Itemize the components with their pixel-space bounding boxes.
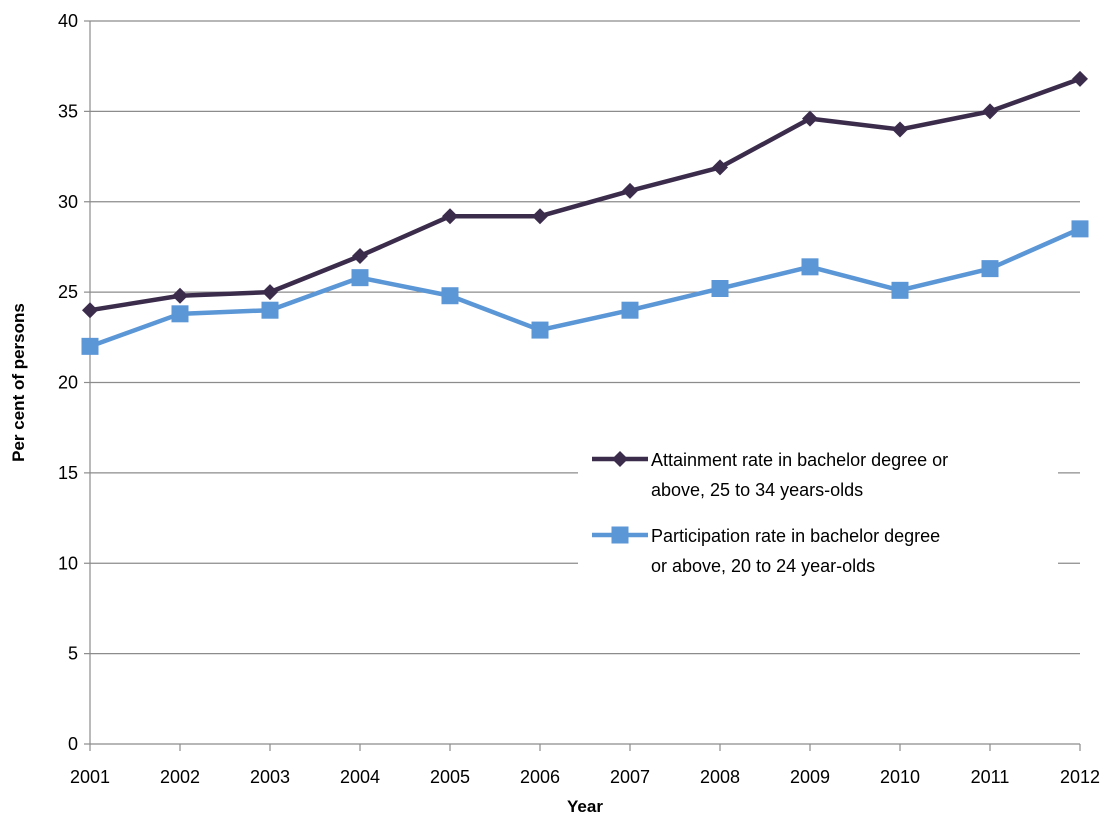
data-point (802, 110, 818, 127)
x-tick-label: 2004 (340, 767, 380, 787)
data-point (711, 280, 729, 298)
y-tick-label: 10 (58, 553, 78, 573)
y-tick-label: 25 (58, 282, 78, 302)
x-axis-title: Year (567, 797, 603, 816)
series-2 (81, 220, 1089, 355)
y-tick-label: 30 (58, 192, 78, 212)
y-tick-label: 0 (68, 734, 78, 754)
data-point (351, 269, 369, 287)
x-tick-label: 2006 (520, 767, 560, 787)
data-point (82, 302, 98, 319)
y-axis-title: Per cent of persons (9, 303, 28, 462)
data-point (712, 159, 728, 176)
y-tick-label: 40 (58, 11, 78, 31)
x-tick-label: 2010 (880, 767, 920, 787)
legend-background (578, 436, 1058, 586)
x-tick-label: 2005 (430, 767, 470, 787)
x-tick-label: 2008 (700, 767, 740, 787)
data-point (531, 321, 549, 339)
legend-item-2: Participation rate in bachelor degree or … (592, 526, 940, 576)
x-tick-label: 2009 (790, 767, 830, 787)
data-point (622, 182, 638, 199)
legend-label: above, 25 to 34 years-olds (651, 480, 863, 500)
legend-label: Participation rate in bachelor degree (651, 526, 940, 546)
data-point (261, 301, 279, 319)
data-point (1072, 70, 1088, 87)
series-layer (81, 70, 1089, 355)
y-tick-label: 5 (68, 644, 78, 664)
x-tick-label: 2012 (1060, 767, 1100, 787)
series-1 (82, 70, 1088, 319)
axes: 0 5 10 15 20 25 30 35 40 2001 2002 2003 2004 2005 2006… (58, 11, 1100, 787)
data-point (172, 287, 188, 304)
legend-item-1: Attainment rate in bachelor degree or abo… (592, 450, 948, 500)
y-tick-label: 35 (58, 101, 78, 121)
x-tick-label: 2002 (160, 767, 200, 787)
legend-marker (611, 526, 629, 544)
data-point (441, 287, 459, 305)
data-point (171, 305, 189, 323)
legend: Attainment rate in bachelor degree or abo… (578, 436, 1058, 586)
series-line (89, 226, 1081, 349)
data-point (1071, 220, 1089, 238)
series-line (89, 76, 1081, 313)
data-point (981, 260, 999, 278)
data-point (621, 301, 639, 319)
data-point (891, 281, 909, 299)
data-point (442, 208, 458, 225)
data-point (982, 103, 998, 120)
x-tick-label: 2001 (70, 767, 110, 787)
legend-label: or above, 20 to 24 year-olds (651, 556, 875, 576)
data-point (262, 284, 278, 301)
data-point (352, 247, 368, 264)
legend-label: Attainment rate in bachelor degree or (651, 450, 948, 470)
data-point (532, 208, 548, 225)
data-point (81, 337, 99, 355)
data-point (801, 258, 819, 276)
y-tick-label: 15 (58, 463, 78, 483)
data-point (892, 121, 908, 138)
x-tick-label: 2007 (610, 767, 650, 787)
y-tick-label: 20 (58, 373, 78, 393)
legend-marker (612, 451, 628, 467)
x-tick-label: 2003 (250, 767, 290, 787)
x-tick-label: 2011 (971, 767, 1010, 787)
